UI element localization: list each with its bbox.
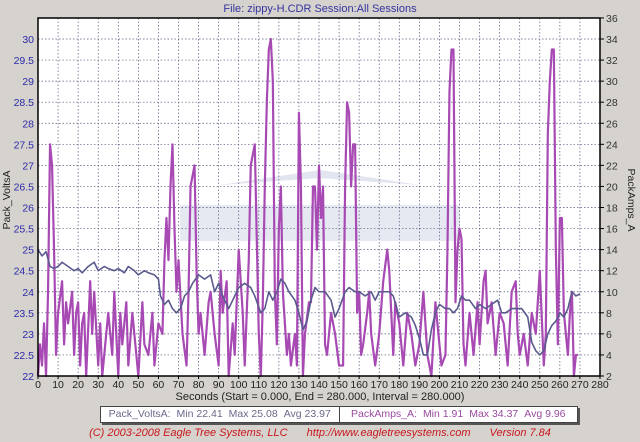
chart-plot: 0 10 20 30 40 50 60 70 80 90 100 110 120 130 140 150 160… (1, 13, 637, 391)
y-tick-label: 26.5 (14, 181, 35, 193)
y-tick-label: 23 (22, 329, 34, 341)
y-axis-label: Pack_VoltsA (1, 171, 13, 230)
amps-stats-name: PackAmps_A: (350, 408, 417, 420)
y-tick-label: 30 (22, 34, 34, 46)
x-tick-label: 130 (290, 379, 308, 391)
y2-axis-label: PackAmps_A (625, 168, 637, 231)
y2-tick-label: 36 (606, 13, 618, 25)
footer: (C) 2003-2008 Eagle Tree Systems, LLC ht… (0, 427, 640, 440)
volts-stats-max: Max 25.08 (228, 408, 278, 420)
y-tick-label: 25 (22, 245, 34, 257)
series-line-packvolts (37, 249, 581, 356)
x-tick-label: 280 (591, 379, 609, 391)
y2-tick-label: 12 (606, 266, 618, 278)
series-line-packamps (36, 37, 578, 378)
y2-tick-label: 10 (606, 287, 618, 299)
y-tick-label: 22.5 (14, 350, 35, 362)
y2-tick-label: 34 (606, 34, 618, 46)
y-tick-label: 28.5 (14, 97, 35, 109)
x-tick-label: 80 (193, 379, 205, 391)
amps-stats-max: Max 34.37 (469, 408, 519, 420)
x-tick-label: 90 (213, 379, 225, 391)
y-tick-label: 29 (22, 76, 34, 88)
x-tick-label: 0 (35, 379, 41, 391)
x-tick-label: 110 (250, 379, 267, 391)
x-tick-label: 200 (431, 379, 449, 391)
y2-tick-label: 32 (606, 55, 618, 67)
x-tick-label: 260 (551, 379, 569, 391)
x-tick-label: 220 (471, 379, 489, 391)
y2-tick-label: 6 (606, 329, 612, 341)
y-tick-label: 27.5 (14, 139, 35, 151)
y2-tick-label: 26 (606, 118, 618, 130)
x-tick-label: 230 (491, 379, 509, 391)
y2-tick-label: 8 (606, 308, 612, 320)
x-tick-label: 270 (571, 379, 589, 391)
copyright-text: (C) 2003-2008 Eagle Tree Systems, LLC (89, 427, 288, 439)
x-tick-label: 20 (72, 379, 84, 391)
x-tick-label: 10 (52, 379, 64, 391)
x-tick-label: 40 (112, 379, 124, 391)
x-tick-label: 180 (391, 379, 409, 391)
x-tick-label: 170 (370, 379, 388, 391)
x-tick-label: 150 (330, 379, 348, 391)
volts-stats-min: Min 22.41 (176, 408, 223, 420)
y-tick-label: 27 (22, 160, 34, 172)
y-tick-label: 26 (22, 203, 34, 215)
y-tick-label: 25.5 (14, 224, 35, 236)
y2-tick-label: 30 (606, 76, 618, 88)
y2-tick-label: 2 (606, 371, 612, 383)
chart-title: File: zippy-H.CDR Session:All Sessions (223, 3, 417, 15)
version-text: Version 7.84 (489, 427, 551, 439)
x-tick-label: 250 (531, 379, 549, 391)
y2-tick-label: 4 (606, 350, 612, 362)
stats-box: Pack_VoltsA: Min 22.41 Max 25.08 Avg 23.… (100, 406, 578, 423)
x-tick-label: 140 (310, 379, 328, 391)
y-tick-label: 28 (22, 118, 34, 130)
x-tick-label: 190 (411, 379, 429, 391)
y2-tick-label: 18 (606, 203, 618, 215)
y-tick-label: 24 (22, 287, 34, 299)
y2-tick-label: 24 (606, 139, 618, 151)
volts-stats-avg: Avg 23.97 (283, 408, 331, 420)
website-link[interactable]: http://www.eagletreesystems.com (306, 427, 471, 439)
x-tick-label: 50 (133, 379, 145, 391)
y-tick-label: 23.5 (14, 308, 35, 320)
x-tick-label: 70 (173, 379, 185, 391)
y-tick-label: 24.5 (14, 266, 35, 278)
x-tick-label: 160 (350, 379, 368, 391)
volts-stats-name: Pack_VoltsA: (108, 408, 171, 420)
y-tick-label: 29.5 (14, 55, 35, 67)
x-tick-label: 240 (511, 379, 529, 391)
x-axis-label: Seconds (Start = 0.000, End = 280.000, I… (175, 391, 465, 403)
volts-stats: Pack_VoltsA: Min 22.41 Max 25.08 Avg 23.… (101, 407, 340, 422)
y-tick-label: 22 (22, 371, 34, 383)
amps-stats-min: Min 1.91 (422, 408, 464, 420)
y2-tick-label: 14 (606, 245, 618, 257)
amps-stats-avg: Avg 9.96 (524, 408, 566, 420)
y2-tick-label: 28 (606, 97, 618, 109)
x-tick-label: 30 (92, 379, 104, 391)
x-tick-label: 60 (153, 379, 165, 391)
y2-tick-label: 20 (606, 181, 618, 193)
y2-tick-label: 16 (606, 224, 618, 236)
x-tick-label: 210 (451, 379, 469, 391)
x-tick-label: 100 (230, 379, 248, 391)
y2-tick-label: 22 (606, 160, 618, 172)
amps-stats: PackAmps_A: Min 1.91 Max 34.37 Avg 9.96 (340, 407, 578, 422)
x-tick-label: 120 (270, 379, 288, 391)
